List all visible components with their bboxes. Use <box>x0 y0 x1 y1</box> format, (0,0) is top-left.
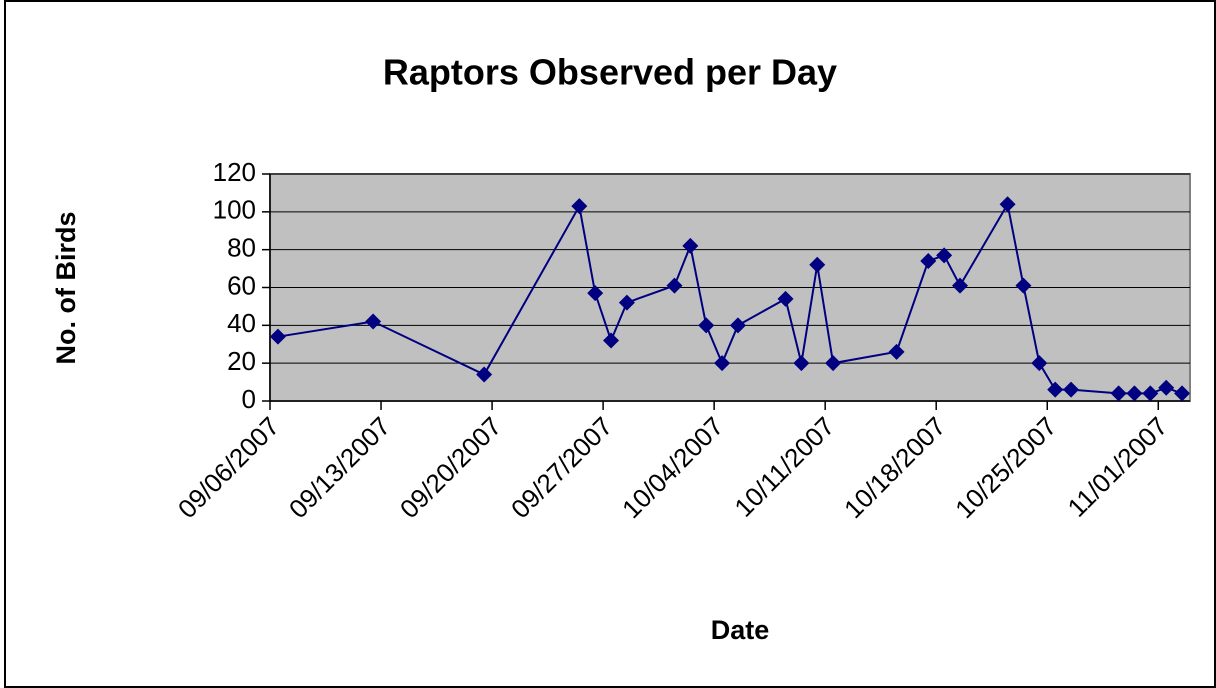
data-point <box>1047 381 1064 398</box>
y-tick-label: 100 <box>213 195 256 225</box>
y-tick-label: 40 <box>227 308 256 338</box>
data-point <box>936 247 953 264</box>
data-point <box>952 277 968 294</box>
data-point <box>1158 379 1175 396</box>
data-point <box>809 256 826 273</box>
data-point <box>714 355 731 372</box>
data-point <box>682 237 699 254</box>
data-point <box>587 285 604 302</box>
data-point <box>1126 385 1143 402</box>
data-point <box>571 198 588 215</box>
y-tick-label: 0 <box>242 384 256 414</box>
data-point <box>1174 385 1191 402</box>
y-tick-label: 120 <box>213 157 256 187</box>
y-tick-label: 60 <box>227 270 256 300</box>
data-point <box>999 196 1016 213</box>
data-point <box>603 332 620 349</box>
data-point <box>793 355 810 372</box>
data-point <box>618 294 635 311</box>
data-point <box>1031 355 1048 372</box>
data-point <box>1110 385 1127 402</box>
data-point <box>825 355 842 372</box>
y-axis-label: No. of Birds <box>51 212 81 365</box>
data-point <box>888 343 905 360</box>
data-point <box>1142 385 1159 402</box>
y-tick-label: 80 <box>227 233 256 263</box>
data-point <box>365 313 382 330</box>
data-line <box>277 201 1183 395</box>
x-axis-label: Date <box>711 615 770 645</box>
data-point <box>1015 277 1032 294</box>
data-point <box>729 317 746 334</box>
chart-title: Raptors Observed per Day <box>383 52 837 93</box>
data-point <box>920 253 937 270</box>
data-point <box>698 317 715 334</box>
data-point <box>777 290 794 307</box>
y-tick-label: 20 <box>227 346 256 376</box>
data-point <box>666 277 683 294</box>
data-point <box>1063 381 1080 398</box>
data-point <box>476 366 493 383</box>
data-point <box>269 328 286 345</box>
